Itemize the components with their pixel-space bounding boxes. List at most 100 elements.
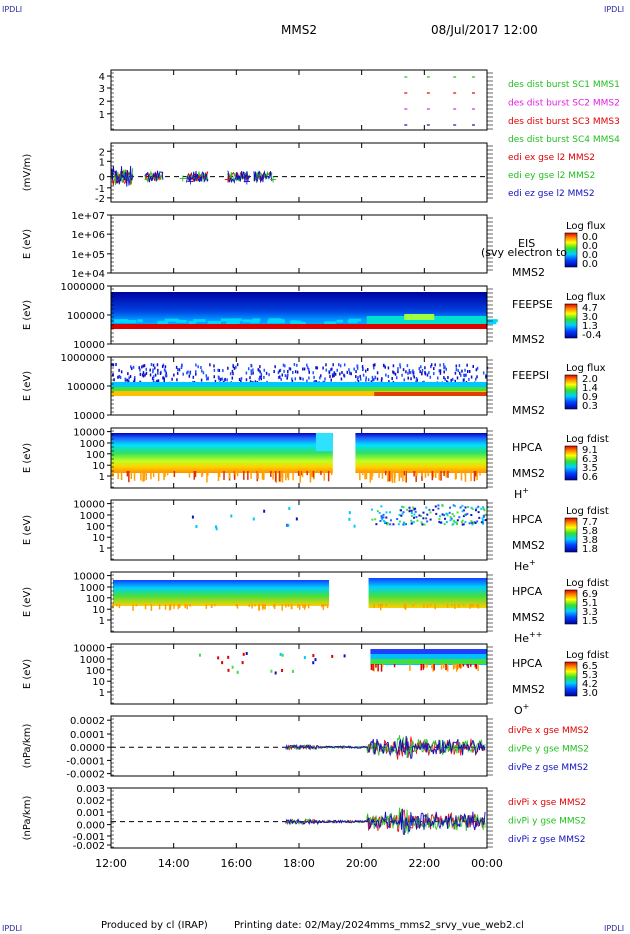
feepsi-speckle [466, 369, 469, 373]
hpca-he-speckle [416, 519, 419, 522]
hpca-he-speckle [348, 511, 351, 515]
feepsi-speckle [320, 374, 322, 378]
hpca-he-speckle [295, 517, 298, 521]
feepsi-speckle [397, 370, 399, 374]
hpca-h-tail [133, 471, 136, 481]
feepsi-cbar-tick: 1.4 [582, 383, 598, 394]
feepsi-speckle [463, 378, 465, 382]
feepsi-speckle [439, 369, 442, 373]
hpca-he-speckle [389, 523, 392, 526]
hpca-h-tail [474, 471, 477, 476]
feepsi-speckle [112, 363, 115, 367]
hpca-hepp-ytick-label: 10000 [73, 572, 105, 583]
hpca-hepp-tail [118, 604, 121, 609]
hpca-he-speckle [348, 517, 351, 521]
hpca-o-speckle [281, 653, 284, 657]
feepsi-speckle [359, 374, 361, 378]
feepsi-speckle [187, 370, 189, 374]
time-tick-label: 14:00 [158, 857, 190, 870]
hpca-o-tail [446, 664, 449, 672]
feepse-texture [164, 318, 177, 322]
feepsi-speckle [152, 378, 155, 382]
hpca-he-speckle [389, 519, 392, 522]
hpca-he-speckle [410, 519, 413, 522]
hpca-h-tail [415, 471, 417, 482]
hpca-h-tail [193, 471, 196, 480]
hpca-h-tail [143, 471, 145, 478]
feepsi-speckle [130, 365, 132, 369]
feepsi-speckle [374, 363, 376, 367]
feepsi-speckle [306, 379, 308, 383]
feepsi-speckle [460, 373, 462, 377]
feepsi-cbar-title: Log flux [566, 363, 606, 374]
feepsi-speckle [159, 371, 162, 375]
feepsi-speckle [200, 378, 203, 382]
hpca-he-speckle [464, 506, 467, 509]
feepse-texture [324, 321, 337, 325]
edi-ytick-label: 0 [99, 173, 105, 184]
feepsi-speckle [402, 368, 405, 372]
feepse-cbar-tick: 3.0 [582, 312, 598, 323]
hpca-he-speckle [452, 522, 455, 525]
hpca-hepp-tail [173, 604, 175, 609]
feepsi-speckle [436, 376, 439, 380]
hpca-o-ytick-label: 100 [86, 666, 105, 677]
feepsi-speckle [189, 371, 191, 375]
hpca-he-cbar-tick: 3.8 [582, 535, 598, 546]
feepsi-speckle [299, 376, 301, 380]
hpca-he-speckle [397, 523, 400, 526]
feepsi-speckle [392, 370, 394, 374]
feepsi-speckle [302, 367, 304, 371]
feepsi-speckle [171, 377, 173, 381]
hpca-h-tail [445, 471, 447, 478]
feepsi-speckle [277, 371, 280, 375]
hpca-he-ytick-label: 1000 [80, 511, 105, 522]
burst-legend-3: des dist burst SC4 MMS4 [508, 135, 620, 145]
hpca-h-tail [455, 471, 457, 479]
feepsi-speckle [229, 372, 232, 376]
feepsi-speckle [325, 363, 327, 367]
feepsi-speckle [416, 378, 419, 382]
edi-trace [253, 169, 273, 184]
hpca-he-speckle [432, 509, 435, 512]
hpca-he-speckle [461, 510, 464, 513]
hpca-he-speckle [472, 522, 475, 525]
feepsi-speckle [353, 367, 355, 371]
feepsi-speckle [411, 370, 414, 374]
hpca-h-tail [388, 471, 391, 482]
footer-produced: Produced by cl (IRAP) [101, 920, 208, 931]
feepsi-speckle [476, 375, 478, 379]
hpca-o-band-low [370, 659, 487, 664]
hpca-he-speckle [215, 527, 218, 531]
hpca-h-tail [402, 471, 404, 482]
feepsi-speckle [456, 376, 459, 380]
hpca-he-instrument-label: HPCA [512, 513, 543, 526]
feepsi-speckle [162, 363, 165, 367]
hpca-he-speckle [412, 506, 415, 509]
hpca-h-tail [323, 471, 326, 481]
hpca-h-tail [247, 471, 249, 480]
divpi-trace-2 [285, 808, 486, 836]
hpca-he-speckle [392, 523, 395, 526]
hpca-h-tail [126, 471, 129, 477]
feepsi-speckle [259, 370, 261, 374]
hpca-o-ytick-label: 10 [92, 677, 105, 688]
feepsi-speckle [218, 369, 221, 373]
feepsi-speckle [176, 371, 179, 375]
hpca-he-speckle [464, 513, 467, 516]
hpca-he-speckle [466, 512, 469, 515]
feepsi-speckle [142, 371, 145, 375]
feepsi-speckle [399, 365, 402, 369]
hpca-h-ytick-label: 10 [92, 461, 105, 472]
feepse-texture [120, 319, 128, 323]
hpca-o-speckle [245, 651, 248, 655]
feepse-texture [188, 320, 197, 324]
feepsi-speckle [126, 378, 129, 382]
hpca-o-cbar-tick: 6.5 [582, 661, 598, 672]
eis-ylabel: E (eV) [22, 229, 33, 259]
feepsi-speckle [307, 368, 310, 372]
feepsi-speckle [455, 364, 458, 368]
divpe-trace-1 [285, 735, 486, 759]
feepsi-speckle [443, 366, 445, 370]
feepsi-speckle [282, 363, 285, 367]
